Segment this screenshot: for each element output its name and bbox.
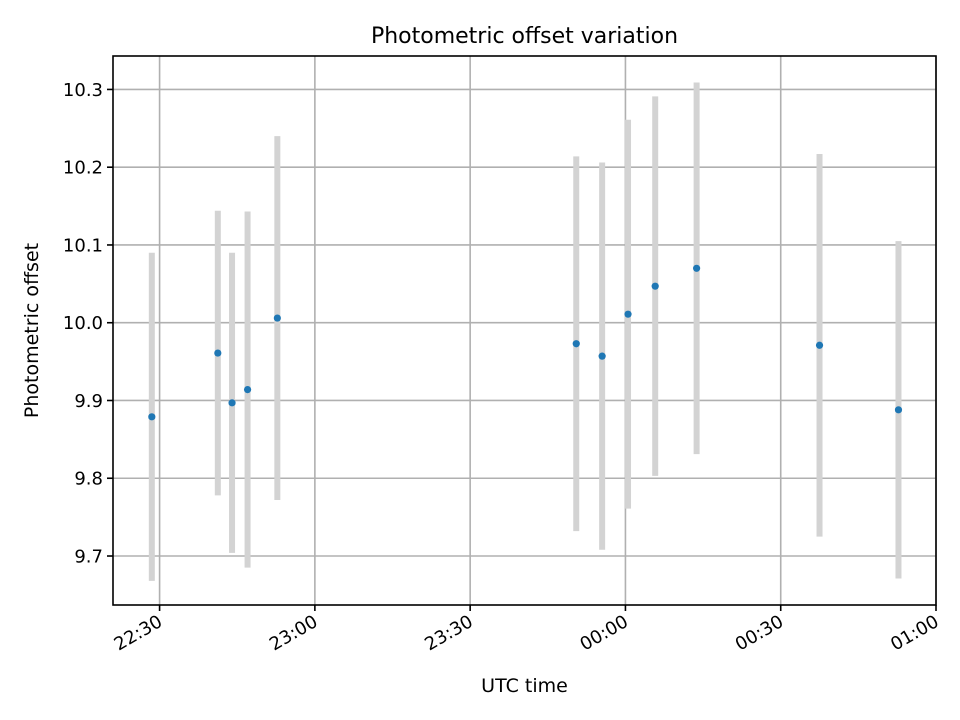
y-tick-label: 9.8 xyxy=(74,469,103,490)
y-tick-label: 10.3 xyxy=(63,80,103,101)
x-axis-label: UTC time xyxy=(481,675,568,697)
data-point xyxy=(148,413,156,421)
data-point xyxy=(693,264,701,272)
data-point xyxy=(228,399,236,407)
y-tick-label: 10.1 xyxy=(63,235,103,256)
data-point xyxy=(214,349,222,357)
y-tick-label: 10.2 xyxy=(63,158,103,179)
data-point xyxy=(651,282,659,290)
data-point xyxy=(273,314,281,322)
plot-frame xyxy=(112,55,937,606)
data-point xyxy=(624,310,632,318)
y-tick-label: 9.9 xyxy=(74,391,103,412)
data-point xyxy=(894,406,903,414)
y-tick-label: 10.0 xyxy=(63,313,103,334)
plot-data xyxy=(148,82,903,581)
data-point xyxy=(815,341,824,349)
chart-title: Photometric offset variation xyxy=(371,24,678,49)
data-point xyxy=(243,385,252,394)
data-point xyxy=(572,340,580,348)
y-tick-label: 9.7 xyxy=(74,547,103,568)
data-point xyxy=(598,352,606,360)
y-axis-label: Photometric offset xyxy=(21,243,43,418)
